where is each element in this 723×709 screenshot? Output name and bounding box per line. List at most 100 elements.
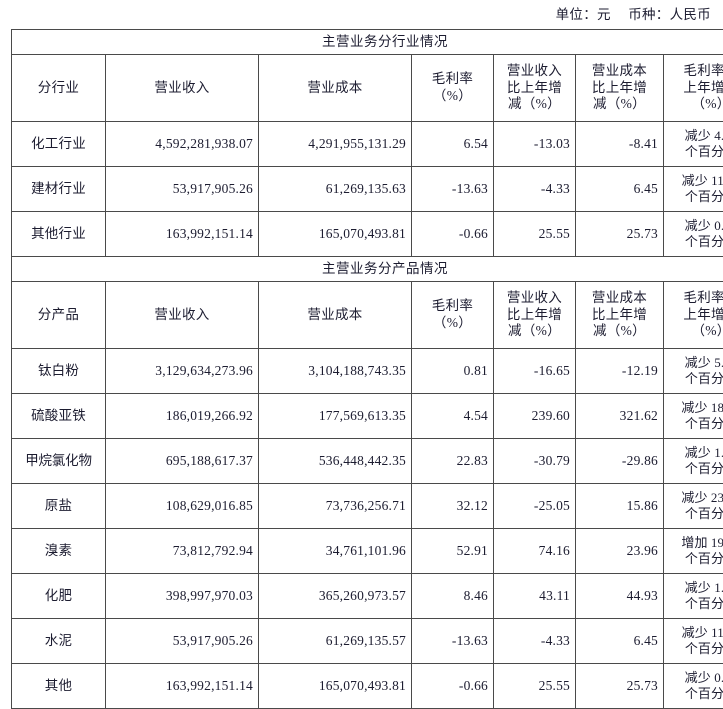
gross-margin-cell: 32.12 xyxy=(412,484,494,529)
cost-cell: 165,070,493.81 xyxy=(259,664,412,709)
column-header-line: （%） xyxy=(669,323,723,340)
margin-yoy-line: 减少 0.15 xyxy=(669,670,723,686)
column-header-line: 毛利率 xyxy=(417,298,488,315)
row-label-cell: 硫酸亚铁 xyxy=(12,394,106,439)
gross-margin-cell: 6.54 xyxy=(412,122,494,167)
row-label-cell: 钛白粉 xyxy=(12,349,106,394)
cost-yoy-cell: 44.93 xyxy=(576,574,664,619)
column-header-line: 毛利率比 xyxy=(669,290,723,307)
row-label-cell: 甲烷氯化物 xyxy=(12,439,106,484)
margin-yoy-line: 增加 19.07 xyxy=(669,535,723,551)
margin-yoy-line: 减少 0.15 xyxy=(669,218,723,234)
margin-yoy-line: 个百分点 xyxy=(669,641,723,657)
margin-yoy-cell: 减少 0.15个百分点 xyxy=(664,212,723,257)
margin-yoy-line: 个百分点 xyxy=(669,551,723,567)
margin-yoy-line: 减少 5.03 xyxy=(669,355,723,371)
margin-yoy-line: 减少 18.57 xyxy=(669,400,723,416)
margin-yoy-line: 减少 1.14 xyxy=(669,580,723,596)
revenue-cell: 398,997,970.03 xyxy=(106,574,259,619)
section-title: 主营业务分产品情况 xyxy=(12,257,723,282)
gross-margin-cell: 0.81 xyxy=(412,349,494,394)
revenue-yoy-cell: -4.33 xyxy=(494,167,576,212)
column-header-row: 分产品营业收入营业成本毛利率（%）营业收入比上年增减（%）营业成本比上年增减（%… xyxy=(12,282,723,349)
margin-yoy-line: 减少 4.71 xyxy=(669,128,723,144)
column-header-line: 比上年增 xyxy=(499,80,570,97)
margin-yoy-line: 减少 23.97 xyxy=(669,490,723,506)
column-header-line: 营业成本 xyxy=(581,290,658,307)
column-header-line: 毛利率比 xyxy=(669,63,723,80)
revenue-yoy-cell: -25.05 xyxy=(494,484,576,529)
cost-yoy-cell: 25.73 xyxy=(576,664,664,709)
revenue-cell: 4,592,281,938.07 xyxy=(106,122,259,167)
margin-yoy-line: 减少 11.51 xyxy=(669,173,723,189)
margin-yoy-cell: 减少 4.71个百分点 xyxy=(664,122,723,167)
row-label-cell: 原盐 xyxy=(12,484,106,529)
column-header-line: 营业收入 xyxy=(499,290,570,307)
gross-margin-cell: -0.66 xyxy=(412,664,494,709)
cost-yoy-cell: 321.62 xyxy=(576,394,664,439)
cost-yoy-cell: -12.19 xyxy=(576,349,664,394)
margin-yoy-line: 个百分点 xyxy=(669,371,723,387)
revenue-cell: 163,992,151.14 xyxy=(106,212,259,257)
cost-cell: 61,269,135.63 xyxy=(259,167,412,212)
gross-margin-cell: 52.91 xyxy=(412,529,494,574)
column-header: 营业成本 xyxy=(259,55,412,122)
column-header-line: 营业成本 xyxy=(264,80,406,97)
row-label-cell: 建材行业 xyxy=(12,167,106,212)
main-business-table: 主营业务分行业情况分行业营业收入营业成本毛利率（%）营业收入比上年增减（%）营业… xyxy=(11,29,723,709)
margin-yoy-line: 个百分点 xyxy=(669,686,723,702)
column-header: 营业收入 xyxy=(106,55,259,122)
column-header-line: 比上年增 xyxy=(581,307,658,324)
cost-cell: 536,448,442.35 xyxy=(259,439,412,484)
revenue-yoy-cell: -13.03 xyxy=(494,122,576,167)
cost-cell: 3,104,188,743.35 xyxy=(259,349,412,394)
column-header-row: 分行业营业收入营业成本毛利率（%）营业收入比上年增减（%）营业成本比上年增减（%… xyxy=(12,55,723,122)
gross-margin-cell: 8.46 xyxy=(412,574,494,619)
column-header-line: 减（%） xyxy=(581,323,658,340)
gross-margin-cell: 22.83 xyxy=(412,439,494,484)
column-header: 营业收入比上年增减（%） xyxy=(494,282,576,349)
margin-yoy-cell: 增加 19.07个百分点 xyxy=(664,529,723,574)
margin-yoy-line: 个百分点 xyxy=(669,506,723,522)
margin-yoy-cell: 减少 23.97个百分点 xyxy=(664,484,723,529)
column-header-line: 营业收入 xyxy=(111,80,253,97)
cost-cell: 73,736,256.71 xyxy=(259,484,412,529)
margin-yoy-cell: 减少 18.57个百分点 xyxy=(664,394,723,439)
gross-margin-cell: -13.63 xyxy=(412,167,494,212)
revenue-cell: 186,019,266.92 xyxy=(106,394,259,439)
revenue-yoy-cell: -16.65 xyxy=(494,349,576,394)
cost-cell: 34,761,101.96 xyxy=(259,529,412,574)
revenue-yoy-cell: 43.11 xyxy=(494,574,576,619)
revenue-cell: 163,992,151.14 xyxy=(106,664,259,709)
cost-yoy-cell: -8.41 xyxy=(576,122,664,167)
column-header-line: （%） xyxy=(417,88,488,105)
margin-yoy-cell: 减少 1.03个百分点 xyxy=(664,439,723,484)
revenue-cell: 108,629,016.85 xyxy=(106,484,259,529)
column-header-line: （%） xyxy=(669,96,723,113)
margin-yoy-cell: 减少 11.51个百分点 xyxy=(664,619,723,664)
column-header: 分产品 xyxy=(12,282,106,349)
column-header-line: 分行业 xyxy=(17,80,100,97)
margin-yoy-line: 个百分点 xyxy=(669,234,723,250)
column-header-line: 毛利率 xyxy=(417,71,488,88)
revenue-yoy-cell: 239.60 xyxy=(494,394,576,439)
margin-yoy-line: 个百分点 xyxy=(669,596,723,612)
row-label-cell: 溴素 xyxy=(12,529,106,574)
revenue-cell: 695,188,617.37 xyxy=(106,439,259,484)
revenue-yoy-cell: -4.33 xyxy=(494,619,576,664)
cost-yoy-cell: 23.96 xyxy=(576,529,664,574)
margin-yoy-cell: 减少 1.14个百分点 xyxy=(664,574,723,619)
column-header-line: 减（%） xyxy=(581,96,658,113)
cost-yoy-cell: -29.86 xyxy=(576,439,664,484)
column-header-line: 分产品 xyxy=(17,307,100,324)
